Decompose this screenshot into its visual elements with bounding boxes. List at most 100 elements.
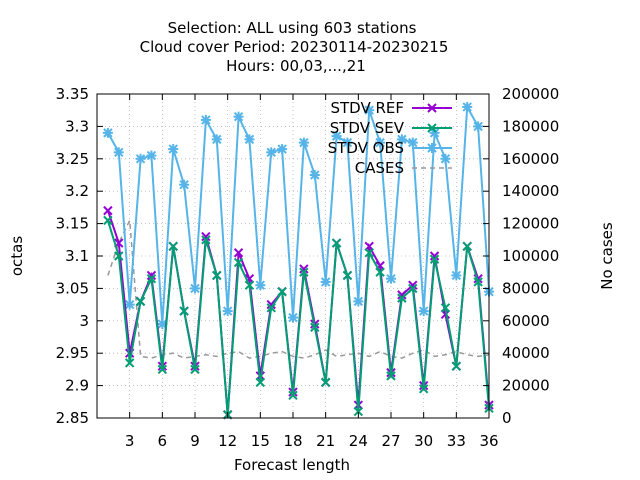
data-point [277, 286, 287, 297]
title-line-2: Cloud cover Period: 20230114-20230215 [140, 38, 449, 56]
y-tick-label: 2.95 [56, 344, 89, 362]
data-point-stroke [157, 364, 168, 375]
data-point-stroke [146, 273, 157, 284]
data-point-stroke [168, 241, 178, 251]
data-point-stroke [146, 270, 157, 281]
legend-label: STDV REF [330, 99, 404, 117]
x-tick-label: 3 [125, 432, 135, 450]
data-point [146, 273, 157, 284]
y-tick-label: 3 [79, 312, 89, 330]
x-tick-label: 24 [349, 432, 368, 450]
data-point [244, 134, 255, 145]
data-point-stroke [386, 371, 396, 381]
series-line [106, 220, 490, 415]
data-point-stroke [266, 303, 276, 313]
data-point [266, 147, 277, 158]
data-point [114, 251, 124, 261]
y2-axis-label: No cases [598, 222, 616, 290]
data-point [342, 137, 353, 148]
data-point [146, 270, 157, 281]
data-point-stroke [451, 361, 462, 371]
data-point-stroke [103, 205, 113, 216]
data-point [233, 257, 244, 268]
data-point [298, 137, 309, 148]
data-point [135, 153, 146, 164]
data-point [103, 205, 113, 216]
x-tick-label: 33 [447, 432, 466, 450]
data-point-stroke [114, 251, 124, 261]
data-point [386, 273, 396, 284]
data-point-stroke [320, 377, 331, 388]
y-tick-label: 3.25 [56, 150, 89, 168]
x-tick-label: 30 [414, 432, 433, 450]
y-tick-label: 3.2 [65, 182, 89, 200]
data-point [190, 364, 200, 375]
data-point-stroke [364, 248, 374, 258]
data-point [331, 238, 342, 248]
data-point [429, 251, 440, 261]
y2-tick-label: 160000 [502, 150, 559, 168]
y2-tick-label: 120000 [502, 215, 559, 233]
data-point [146, 150, 157, 161]
data-point-stroke [277, 286, 287, 297]
y2-tick-label: 20000 [502, 377, 550, 395]
data-point-stroke [429, 254, 440, 264]
data-point [179, 306, 189, 316]
y2-tick-label: 200000 [502, 85, 559, 103]
data-point [375, 137, 386, 148]
x-tick-label: 18 [283, 432, 302, 450]
data-point [201, 231, 211, 242]
legend-label: CASES [355, 159, 404, 177]
y2-tick-label: 100000 [502, 247, 559, 265]
data-point [440, 153, 451, 164]
data-point-stroke [427, 123, 437, 133]
data-point [451, 270, 462, 281]
data-point [418, 384, 429, 394]
data-point [168, 144, 179, 155]
data-point [396, 134, 407, 145]
legend-item: STDV SEV [330, 119, 452, 137]
data-point [244, 280, 255, 290]
legend-item: STDV OBS [328, 139, 452, 157]
y-tick-label: 3.35 [56, 85, 89, 103]
data-point [299, 264, 309, 274]
data-point [266, 299, 276, 310]
ticks: 3 6 9 12 15 18 21 24 27 30 33 362.852.92.9533.053.1… [56, 85, 560, 450]
data-point [212, 270, 222, 281]
legend-label: STDV OBS [328, 139, 404, 157]
data-point-stroke [429, 251, 440, 261]
data-point [179, 179, 190, 190]
data-point-stroke [201, 231, 211, 242]
data-point [320, 276, 331, 287]
data-point-stroke [212, 270, 222, 281]
y-tick-label: 3.3 [65, 117, 89, 135]
data-point-stroke [418, 384, 429, 394]
data-point-stroke [331, 238, 342, 248]
data-point [397, 290, 407, 300]
data-point [102, 127, 113, 138]
data-point [277, 144, 288, 155]
data-point [168, 241, 178, 251]
data-point-stroke [288, 390, 298, 401]
data-point [364, 105, 375, 116]
y2-tick-label: 60000 [502, 312, 550, 330]
data-point [255, 377, 266, 388]
data-point [386, 371, 396, 381]
legend-item: CASES [355, 159, 452, 177]
data-point [201, 235, 211, 245]
data-point-stroke [375, 267, 385, 277]
data-point-stroke [233, 257, 244, 268]
legend-item: STDV REF [330, 99, 452, 117]
y2-tick-label: 140000 [502, 182, 559, 200]
x-tick-label: 9 [190, 432, 200, 450]
data-point [407, 137, 418, 148]
data-point-stroke [462, 241, 472, 251]
data-point [342, 270, 353, 281]
data-point [331, 131, 342, 142]
y-tick-label: 2.9 [65, 377, 89, 395]
data-point-stroke [190, 364, 200, 375]
x-tick-label: 36 [479, 432, 498, 450]
data-point [462, 101, 473, 112]
data-point-stroke [353, 406, 364, 417]
x-tick-label: 15 [251, 432, 270, 450]
